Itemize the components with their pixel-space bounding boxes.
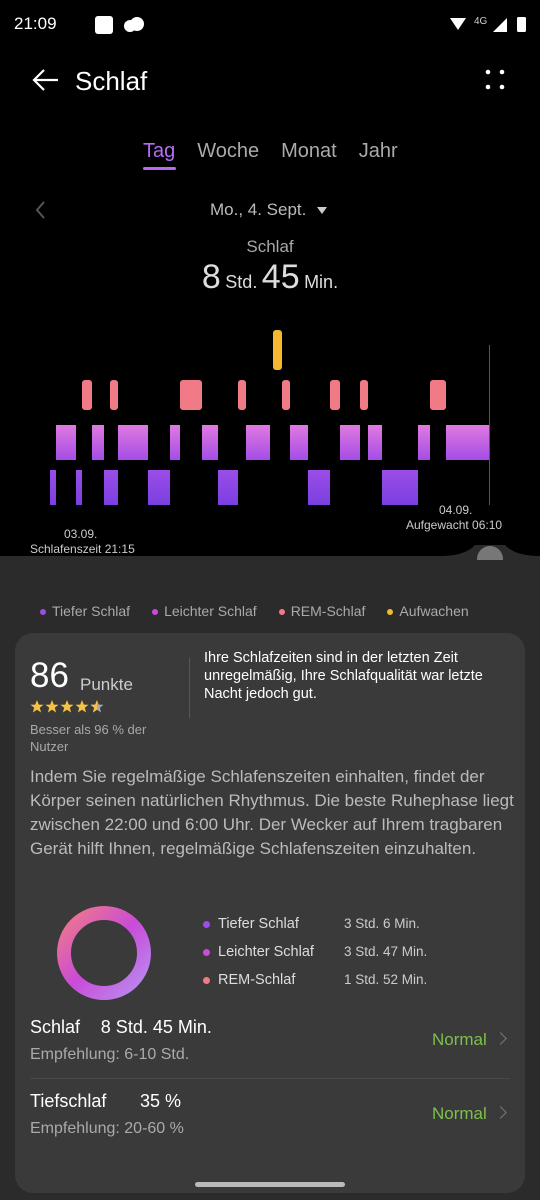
legend-label: REM-Schlaf [290, 603, 366, 619]
score-value: 86 [30, 656, 69, 695]
end-date: 04.09. [439, 503, 473, 517]
score-comparison: Besser als 96 % der Nutzer [30, 722, 147, 754]
panel-edge [0, 545, 540, 560]
breakdown-label: Leichter Schlaf [218, 944, 314, 960]
metric-row[interactable]: Tiefschlaf 35 % Empfehlung: 20-60 % Normal [0, 1086, 540, 1160]
metric-status: Normal [432, 1104, 487, 1123]
tab[interactable]: Tag [143, 140, 176, 162]
metric-value: 8 Std. 45 Min. [100, 1017, 212, 1037]
end-label: Aufgewacht 06:10 [406, 518, 503, 532]
legend-label: Aufwachen [399, 603, 469, 619]
metric-status: Normal [432, 1030, 487, 1049]
legend-item: Aufwachen [387, 603, 469, 619]
more-menu[interactable] [485, 69, 505, 90]
status-time: 21:09 [14, 14, 57, 33]
breakdown-value: 1 Std. 52 Min. [344, 972, 428, 987]
top-graphics [0, 16, 540, 560]
legend-label: Leichter Schlaf [164, 603, 257, 619]
tab[interactable]: Jahr [358, 140, 398, 162]
hypnogram [50, 330, 490, 505]
tab-underline [143, 167, 176, 170]
legend-item: REM-Schlaf [278, 603, 366, 619]
prev-day[interactable] [35, 201, 45, 219]
start-date: 03.09. [64, 527, 98, 541]
legend-dot [152, 609, 159, 616]
back-button[interactable] [32, 69, 58, 91]
legend-dot [278, 609, 285, 616]
advice: Indem Sie regelmäßige Schlafenszeiten ei… [30, 767, 514, 858]
divider [189, 658, 190, 718]
minutes-unit: Min. [304, 272, 339, 292]
breakdown-dot [203, 977, 210, 984]
scroll-handle[interactable] [477, 546, 503, 560]
chevron [494, 1032, 507, 1045]
metric-recommendation: Empfehlung: 6-10 Std. [30, 1046, 190, 1063]
metric-row[interactable]: Schlaf 8 Std. 45 Min. Empfehlung: 6-10 Std… [0, 1012, 540, 1086]
status-network: 4G [474, 16, 488, 27]
date[interactable]: Mo., 4. Sept. [210, 200, 307, 219]
breakdown-label: Tiefer Schlaf [218, 916, 299, 932]
breakdown-value: 3 Std. 47 Min. [344, 944, 428, 959]
status-icons [95, 16, 526, 34]
breakdown-value: 3 Std. 6 Min. [344, 916, 420, 931]
legend-label: Tiefer Schlaf [52, 603, 131, 619]
metric-recommendation: Empfehlung: 20-60 % [30, 1120, 184, 1137]
legend-item: Tiefer Schlaf [40, 603, 130, 619]
breakdown-dot [203, 921, 210, 928]
score-unit: Punkte [80, 675, 133, 694]
score-message: Ihre Schlafzeiten sind in der letzten Ze… [204, 650, 483, 702]
legend-dot [40, 609, 46, 616]
row-divider [30, 1078, 510, 1079]
metric-name: Tiefschlaf [30, 1091, 107, 1111]
chevron [494, 1106, 507, 1119]
tab[interactable]: Monat [281, 140, 337, 162]
stars [30, 700, 104, 713]
metric-value: 35 % [140, 1091, 182, 1111]
legend: Tiefer Schlaf Leichter Schlaf REM-Schlaf Au… [40, 603, 469, 619]
metric-name: Schlaf [30, 1017, 81, 1037]
hours: 8 [201, 258, 221, 296]
nav-handle [195, 1182, 345, 1187]
breakdown-dot [203, 949, 210, 956]
page-title: Schlaf [75, 66, 148, 96]
start-label: Schlafenszeit 21:15 [30, 542, 135, 556]
summary-label: Schlaf [246, 237, 294, 256]
hours-unit: Std. [225, 272, 258, 292]
legend-dot [387, 609, 394, 616]
tabs: Tag Woche Monat Jahr [143, 140, 398, 163]
breakdown-label: REM-Schlaf [218, 972, 296, 988]
summary-duration: 8 Std. 45 Min. [0, 258, 540, 297]
minutes: 45 [261, 258, 300, 296]
date-dropdown[interactable] [317, 207, 327, 214]
legend-item: Leichter Schlaf [152, 603, 257, 619]
tab[interactable]: Woche [197, 140, 260, 162]
donut [57, 906, 151, 1000]
